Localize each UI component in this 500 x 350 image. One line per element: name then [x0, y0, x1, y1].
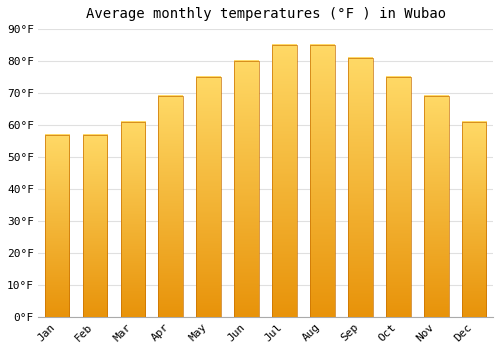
Bar [310, 45, 335, 317]
Bar [234, 61, 259, 317]
Bar [348, 58, 372, 317]
Bar [82, 135, 108, 317]
Bar [424, 96, 448, 317]
Bar [462, 122, 486, 317]
Bar [158, 96, 183, 317]
Bar [272, 45, 297, 317]
Bar [196, 77, 221, 317]
Bar [44, 135, 70, 317]
Title: Average monthly temperatures (°F ) in Wubao: Average monthly temperatures (°F ) in Wu… [86, 7, 446, 21]
Bar [386, 77, 410, 317]
Bar [120, 122, 145, 317]
